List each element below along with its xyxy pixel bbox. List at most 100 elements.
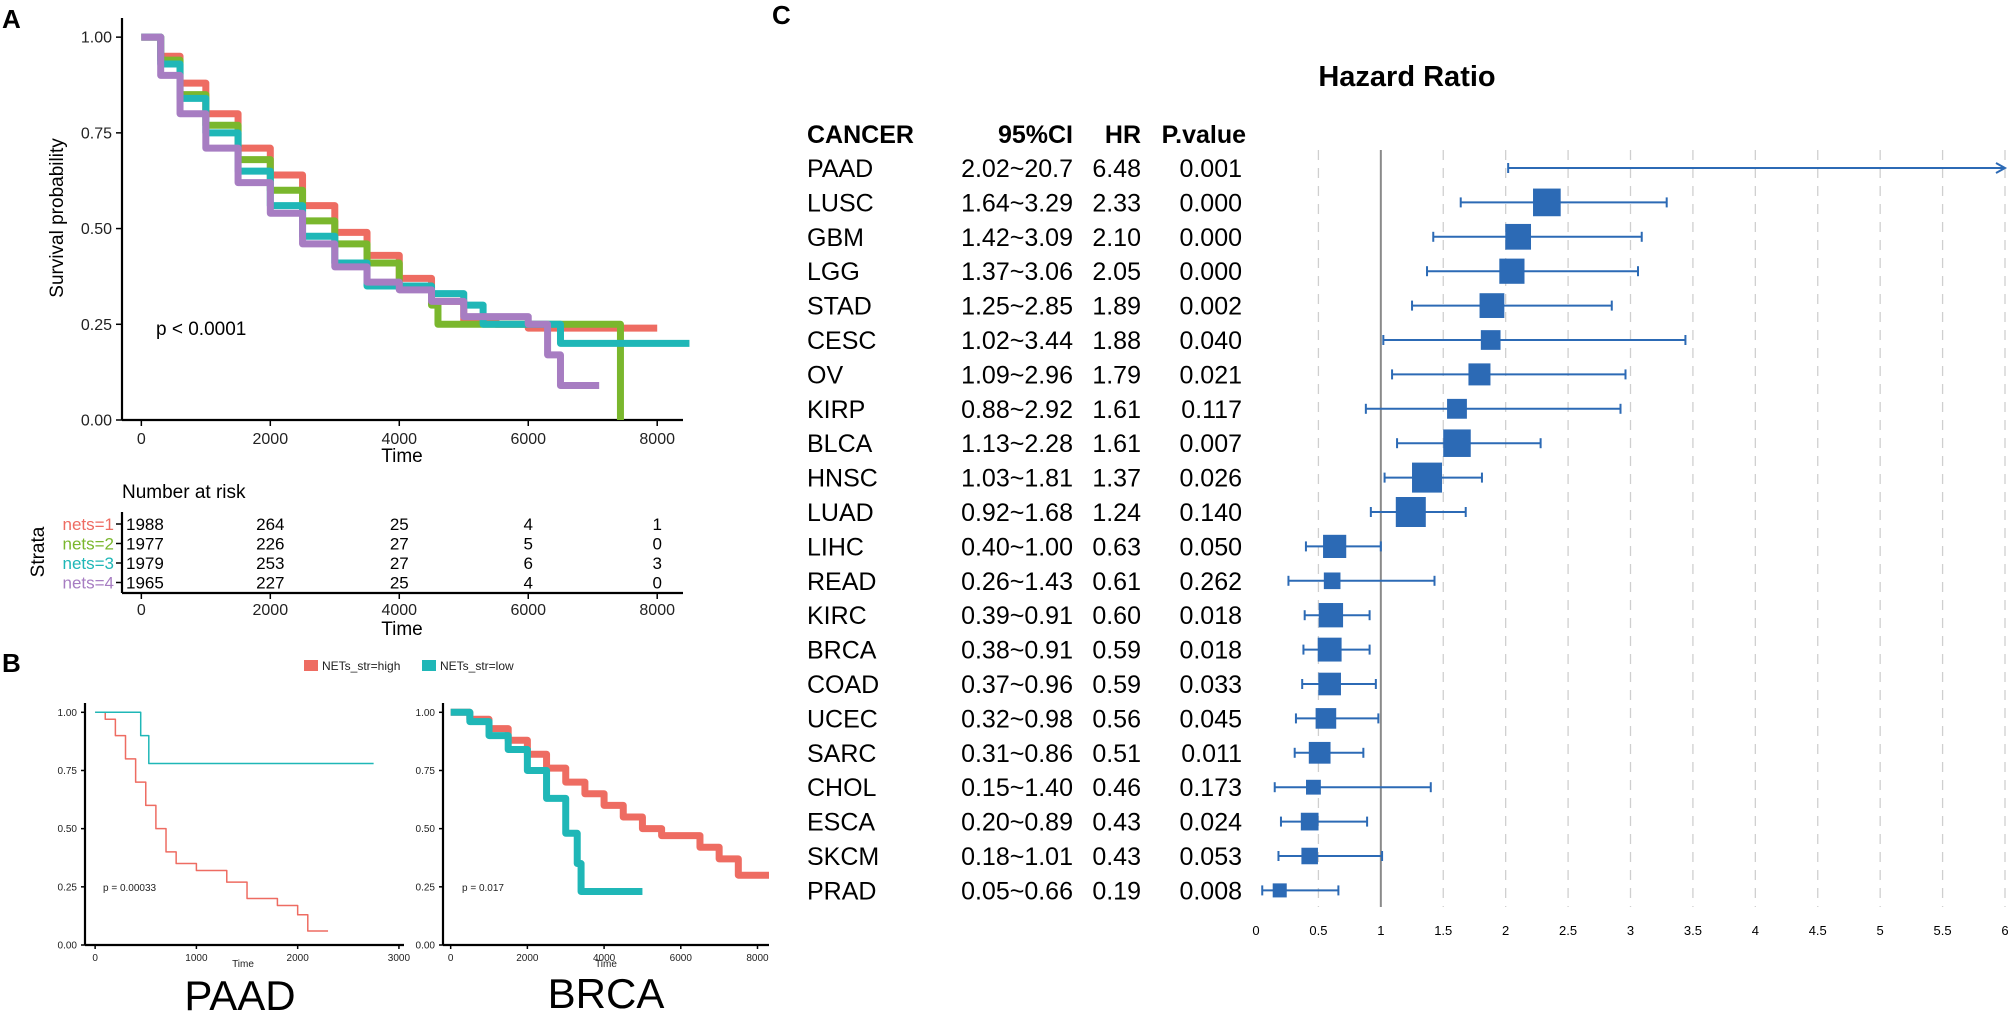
row-ci: 0.20~0.89 [961,809,1073,837]
km-curve-nets-str-high [450,708,769,879]
x-tick-label: 2000 [253,431,289,448]
forest-x-tick-label: 5.5 [1934,923,1952,938]
row-ci: 0.40~1.00 [961,533,1073,561]
x-tick-label: 6000 [670,953,693,964]
row-hr: 0.56 [1092,705,1141,733]
forest-x-axis: 0 0.5 1 1.5 2 2.5 3 3.5 4 4.5 5 5.5 6 [1252,923,2008,938]
legend-label-low: NETs_str=low [440,659,514,673]
risk-count: 25 [390,515,409,534]
legend-label-high: NETs_str=high [322,659,400,673]
row-pvalue: 0.002 [1179,293,1242,321]
hr-point [1395,497,1426,527]
forest-rows: PAAD 2.02~20.7 6.48 0.001 LUSC 1.64~3.29 2.33 0… [807,155,2008,905]
x-tick-label: 0 [137,431,146,448]
hr-point [1468,363,1491,386]
y-tick-label: 0.50 [416,824,436,835]
km-curve-nets-3 [141,33,690,347]
row-cancer: LUSC [807,189,874,217]
row-ci: 1.02~3.44 [961,327,1073,355]
x-tick-label: 0 [448,953,454,964]
row-hr: 1.88 [1092,327,1141,355]
row-ci: 1.37~3.06 [961,258,1073,286]
forest-x-tick-label: 3.5 [1684,923,1702,938]
row-ci: 0.31~0.86 [961,740,1073,768]
risk-count: 264 [256,515,284,534]
row-cancer: SKCM [807,843,879,871]
row-cancer: HNSC [807,465,878,493]
row-pvalue: 0.140 [1179,499,1242,527]
risk-ticks: 0 2000 4000 6000 8000 [137,593,675,619]
legend-swatch-high [304,660,318,671]
row-cancer: READ [807,568,876,596]
hr-point [1323,534,1347,558]
forest-grid [1317,150,2006,907]
hr-point [1306,779,1321,795]
forest-x-tick-label: 1.5 [1434,923,1452,938]
paad-ticks: 0 1000 2000 3000 0.00 0.25 0.50 0.75 1.00 [58,708,411,964]
row-hr: 0.43 [1092,809,1141,837]
row-pvalue: 0.040 [1179,327,1242,355]
hr-point [1479,293,1505,318]
a-x-label: Time [381,446,423,467]
row-hr: 0.63 [1092,533,1141,561]
panel-label-a: A [2,4,21,34]
row-cancer: PRAD [807,877,876,905]
forest-x-tick-label: 6 [2001,923,2008,938]
row-pvalue: 0.262 [1179,568,1242,596]
forest-x-tick-label: 3 [1627,923,1634,938]
row-pvalue: 0.001 [1179,155,1242,183]
brca-series [450,708,769,895]
row-hr: 1.24 [1092,499,1141,527]
risk-count: 27 [390,554,409,573]
a-ticks: 0 2000 4000 6000 8000 0.00 0.25 0.50 0.75 1.00 [81,30,675,448]
risk-x-tick-label: 8000 [639,602,675,619]
row-cancer: CHOL [807,774,877,802]
row-cancer: PAAD [807,155,873,183]
panel-label-c: C [772,0,791,30]
brca-pvalue: p = 0.017 [462,883,504,894]
km-curve-nets-str-low [450,708,643,895]
row-hr: 1.61 [1092,430,1141,458]
row-pvalue: 0.053 [1179,843,1242,871]
hr-point [1499,258,1525,284]
y-tick-label: 0.00 [416,941,436,952]
row-ci: 1.25~2.85 [961,293,1073,321]
km-curve-nets-str-low [95,711,374,765]
risk-row-label: nets=2 [62,535,114,554]
row-cancer: CESC [807,327,876,355]
risk-x-tick-label: 4000 [381,602,417,619]
y-tick-label: 0.75 [58,766,78,777]
y-tick-label: 0.25 [416,882,436,893]
row-pvalue: 0.000 [1179,224,1242,252]
hr-point [1318,603,1344,628]
forest-x-tick-label: 2.5 [1559,923,1577,938]
y-tick-label: 0.75 [81,125,112,142]
risk-count: 1977 [126,535,164,554]
risk-count: 253 [256,554,284,573]
row-cancer: LUAD [807,499,874,527]
risk-count: 227 [256,574,284,593]
forest-x-tick-label: 1 [1377,923,1384,938]
row-pvalue: 0.033 [1179,671,1242,699]
x-tick-label: 8000 [746,953,769,964]
km-plot-brca: 0 2000 4000 6000 8000 0.00 0.25 0.50 0.75 1.00 Ti… [416,703,770,1014]
forest-x-tick-label: 5 [1877,923,1884,938]
ci-arrow [1995,162,2008,174]
b-legend: NETs_str=high NETs_str=low [304,659,514,673]
risk-table: Number at risk Strata nets=1 1988 264 25 4 1n… [28,482,683,640]
km-curve-nets-str-high [95,711,329,932]
row-pvalue: 0.018 [1179,637,1242,665]
row-ci: 1.03~1.81 [961,465,1073,493]
paad-series [95,711,374,932]
row-hr: 1.61 [1092,396,1141,424]
km-curve-nets-2 [141,33,624,420]
row-pvalue: 0.045 [1179,705,1242,733]
row-pvalue: 0.000 [1179,258,1242,286]
brca-ticks: 0 2000 4000 6000 8000 0.00 0.25 0.50 0.75 1.00 [416,708,770,964]
risk-count: 1965 [126,574,164,593]
row-cancer: COAD [807,671,879,699]
row-cancer: OV [807,361,843,389]
row-ci: 0.88~2.92 [961,396,1073,424]
risk-count: 6 [524,554,533,573]
row-hr: 0.60 [1092,602,1141,630]
